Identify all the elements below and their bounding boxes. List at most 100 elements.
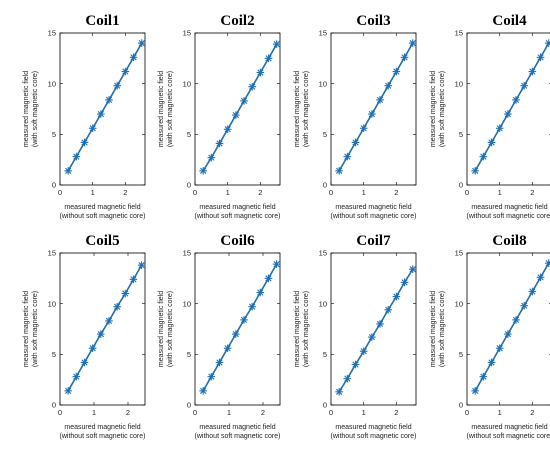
plot-area — [330, 252, 417, 406]
data-point — [536, 273, 545, 282]
x-tick-label: 0 — [58, 408, 62, 417]
x-tick-label: 2 — [261, 408, 265, 417]
data-point — [72, 152, 81, 161]
x-axis-label: (without soft magnetic core) — [195, 433, 281, 440]
y-axis-label: measured magnetic field — [430, 291, 437, 367]
data-point — [64, 167, 72, 175]
x-tick-label: 1 — [362, 408, 366, 417]
x-tick-label: 2 — [258, 188, 262, 197]
y-tick-label: 0 — [459, 401, 463, 410]
data-point — [495, 124, 504, 133]
y-axis-label: (with soft magnetic core) — [32, 291, 39, 367]
data-point — [272, 260, 281, 268]
data-point — [384, 81, 393, 90]
data-point — [504, 110, 512, 118]
x-tick-label: 1 — [498, 408, 502, 417]
data-point — [121, 67, 130, 76]
subplot-title: Coil7 — [356, 233, 391, 249]
x-tick-label: 2 — [394, 188, 398, 197]
series-line — [202, 43, 278, 172]
data-point — [512, 96, 520, 104]
x-axis-label: measured magnetic field — [471, 424, 547, 431]
y-tick-label: 10 — [48, 79, 56, 88]
x-tick-label: 0 — [329, 188, 333, 197]
y-tick-label: 0 — [52, 181, 56, 190]
data-point — [88, 124, 97, 133]
data-point — [479, 152, 488, 161]
data-point — [536, 53, 545, 62]
y-tick-label: 5 — [323, 130, 327, 139]
data-point — [88, 344, 97, 353]
data-point — [528, 287, 537, 296]
data-point — [376, 96, 384, 104]
series-line — [67, 42, 143, 172]
y-tick-label: 15 — [48, 249, 56, 258]
data-point — [512, 316, 520, 324]
data-point — [408, 39, 417, 47]
y-axis-label: measured magnetic field — [23, 291, 30, 367]
data-point — [487, 358, 496, 367]
data-point — [248, 302, 256, 311]
y-tick-label: 0 — [323, 181, 327, 190]
data-point — [121, 289, 130, 298]
x-tick-label: 1 — [226, 188, 230, 197]
y-axis-label: measured magnetic field — [158, 71, 165, 147]
x-axis-label: (without soft magnetic core) — [195, 213, 281, 220]
x-axis-label: measured magnetic field — [335, 424, 411, 431]
data-point — [504, 330, 512, 338]
data-point — [256, 288, 265, 297]
y-tick-label: 15 — [319, 249, 327, 258]
y-tick-label: 0 — [52, 401, 56, 410]
subplot-title: Coil6 — [220, 233, 255, 249]
data-point — [129, 53, 138, 62]
data-point — [471, 387, 479, 395]
series-line — [338, 42, 414, 172]
x-tick-label: 1 — [91, 188, 95, 197]
y-tick-label: 15 — [48, 29, 56, 38]
x-axis-label: measured magnetic field — [471, 204, 547, 211]
x-tick-label: 0 — [193, 188, 197, 197]
data-point — [335, 388, 343, 396]
subplot-title: Coil4 — [492, 13, 527, 29]
data-point — [199, 167, 207, 175]
y-tick-label: 5 — [459, 130, 463, 139]
data-point — [487, 138, 496, 147]
y-tick-label: 10 — [455, 79, 463, 88]
data-point — [495, 344, 504, 353]
y-axis-label: measured magnetic field — [430, 71, 437, 147]
y-tick-label: 5 — [187, 130, 191, 139]
x-axis-label: (without soft magnetic core) — [331, 433, 417, 440]
y-axis-label: (with soft magnetic core) — [167, 291, 174, 367]
data-point — [392, 292, 401, 301]
data-point — [272, 40, 281, 48]
x-axis-label: (without soft magnetic core) — [467, 433, 550, 440]
y-axis-label: measured magnetic field — [294, 291, 301, 367]
y-tick-label: 5 — [52, 350, 56, 359]
data-point — [359, 347, 368, 356]
data-point — [544, 259, 550, 267]
y-axis-label: (with soft magnetic core) — [303, 291, 310, 367]
y-axis-label: (with soft magnetic core) — [32, 71, 39, 147]
data-point — [207, 153, 216, 162]
x-axis-label: (without soft magnetic core) — [331, 213, 417, 220]
x-tick-label: 0 — [465, 188, 469, 197]
data-point — [215, 358, 224, 367]
series-line — [338, 268, 414, 393]
data-point — [264, 54, 273, 63]
data-point — [64, 387, 72, 395]
data-point — [392, 67, 401, 76]
y-tick-label: 15 — [319, 29, 327, 38]
data-point — [384, 305, 393, 314]
x-tick-label: 1 — [92, 408, 96, 417]
data-point — [240, 97, 248, 105]
y-tick-label: 15 — [183, 249, 191, 258]
data-point — [335, 167, 343, 175]
x-tick-label: 2 — [123, 188, 127, 197]
y-tick-label: 15 — [183, 29, 191, 38]
x-tick-label: 1 — [362, 188, 366, 197]
y-axis-label: (with soft magnetic core) — [439, 291, 446, 367]
